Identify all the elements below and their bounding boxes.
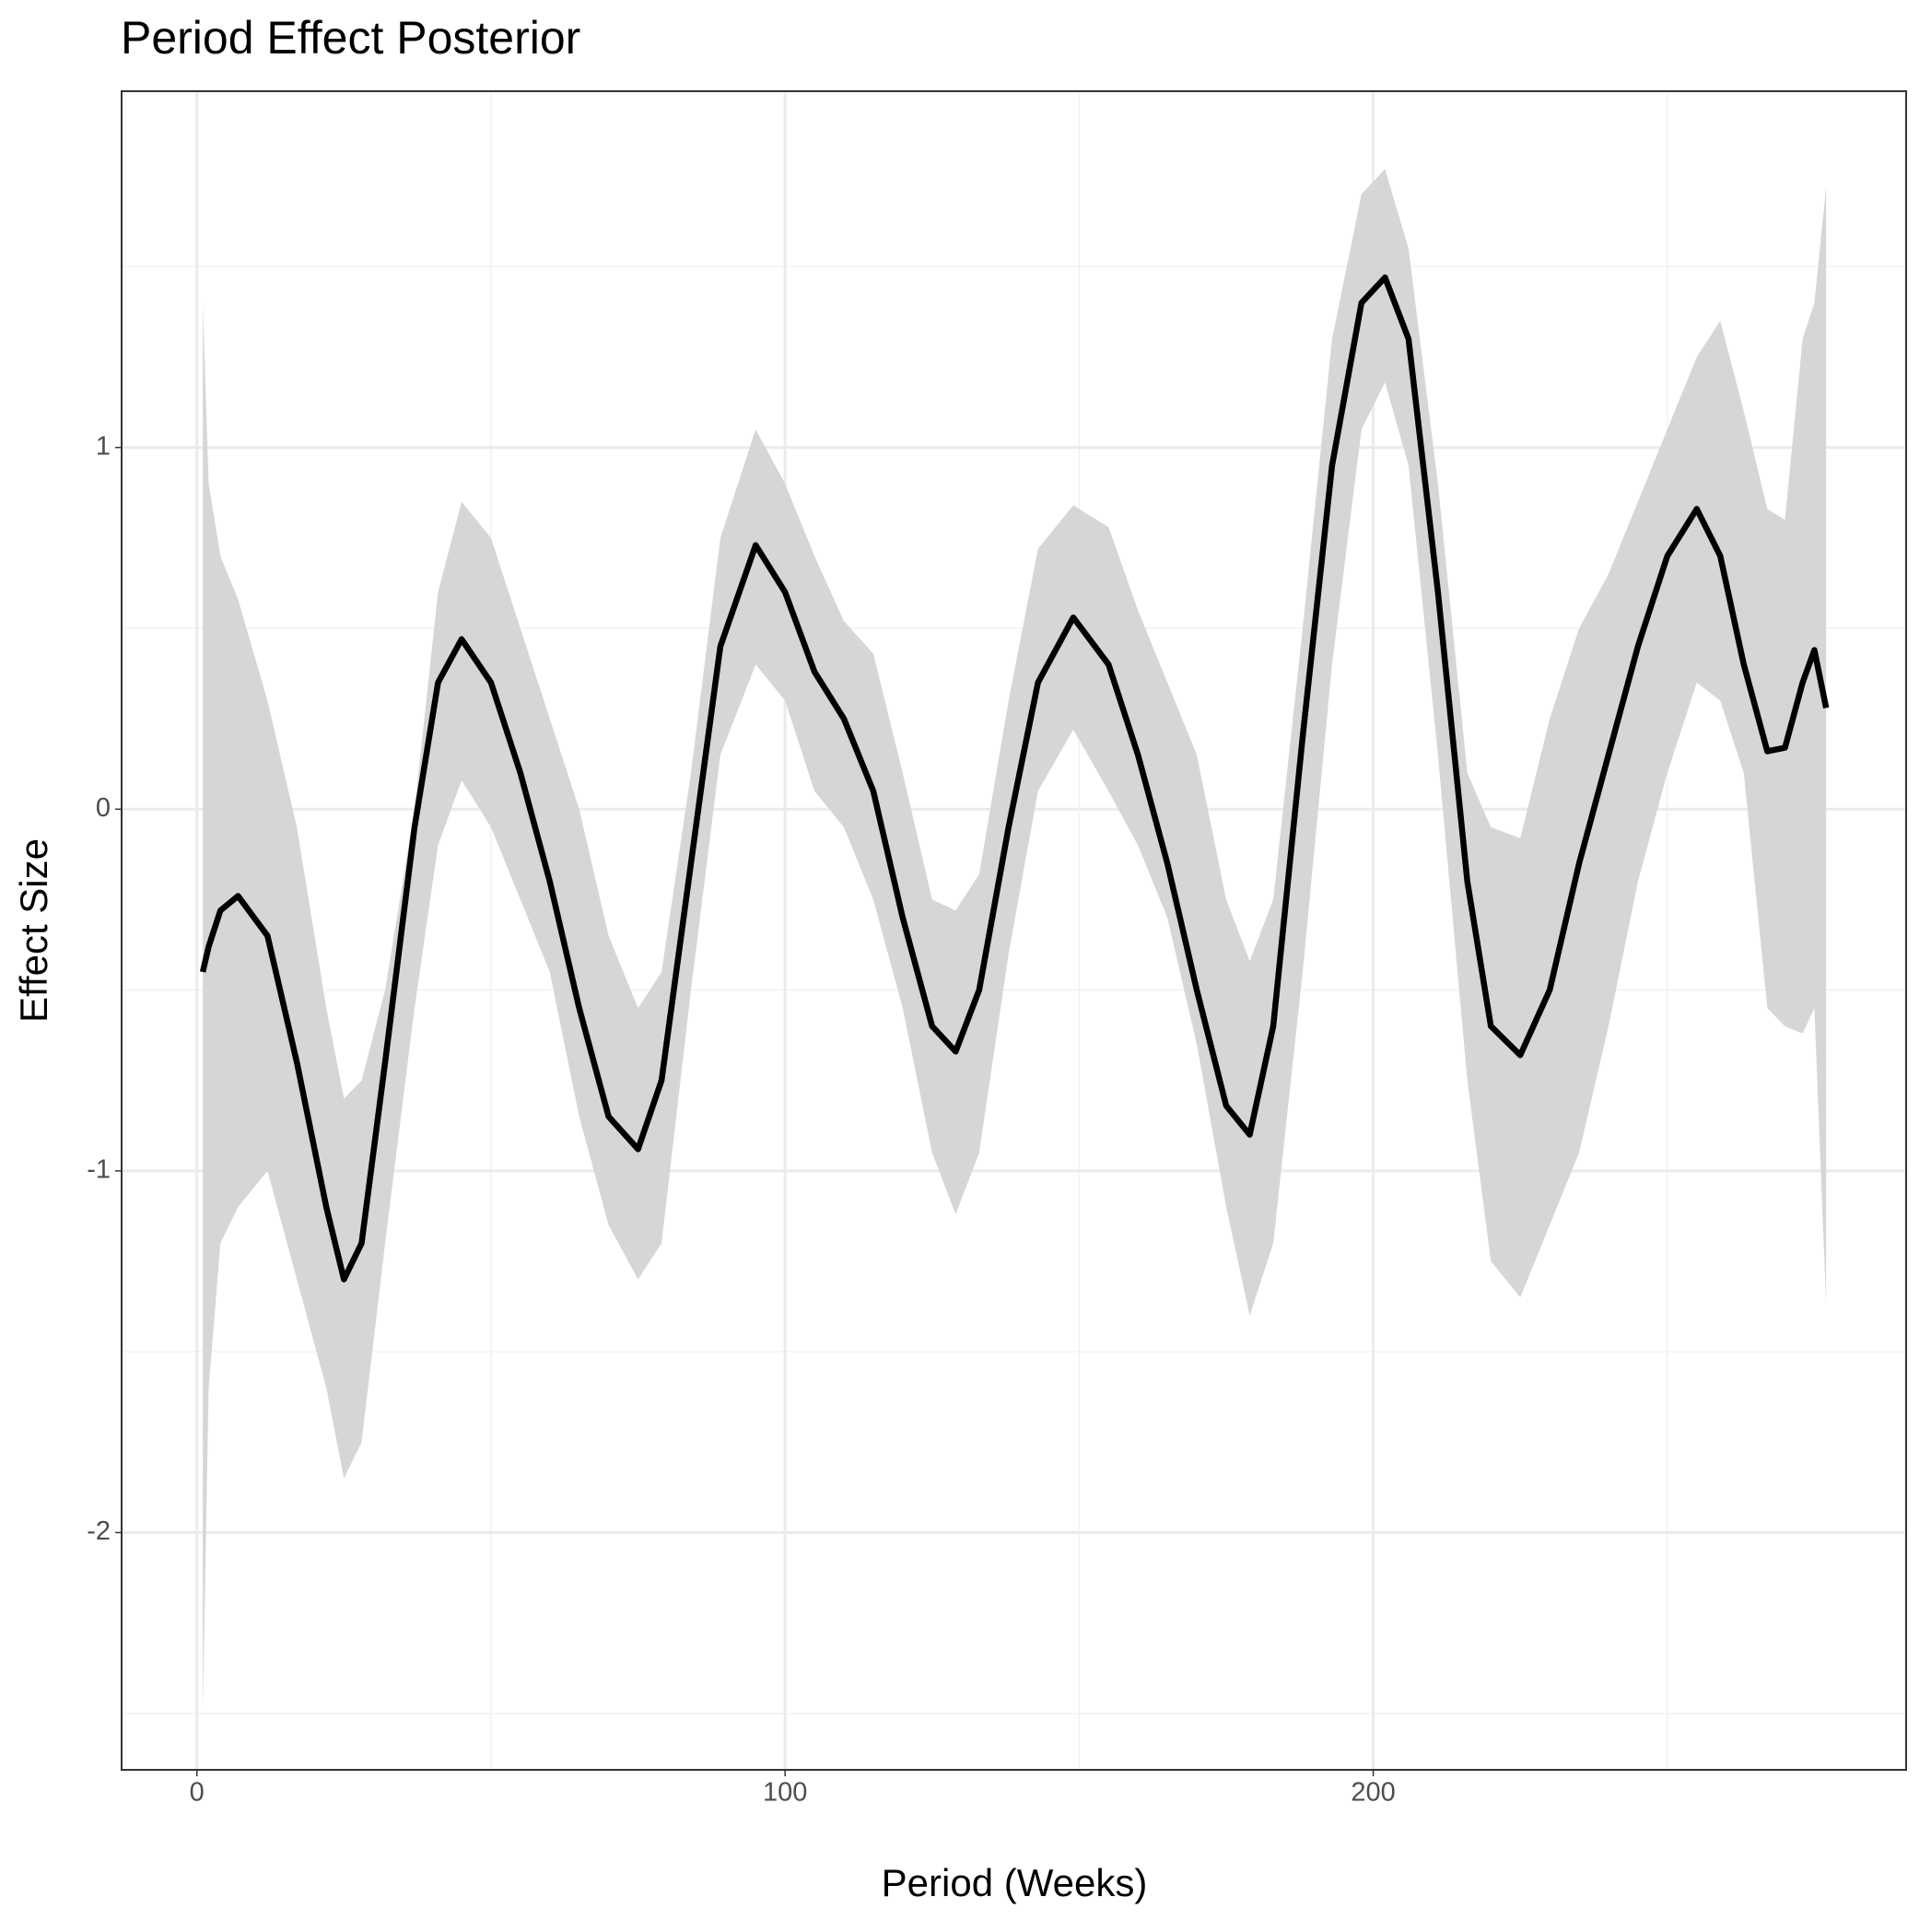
mean-line [199, 274, 1830, 1282]
y-tick-label: -1 [87, 1155, 111, 1185]
chart-title: Period Effect Posterior [121, 12, 580, 64]
panel-border [121, 90, 1907, 1771]
credible-band [203, 169, 1827, 1714]
y-tick-label: -2 [87, 1516, 111, 1546]
y-axis-title: Effect Size [12, 838, 55, 1023]
x-tick-label: 200 [1351, 1778, 1395, 1808]
x-tick-label: 100 [763, 1778, 807, 1808]
y-tick-label: 1 [96, 431, 111, 461]
x-axis-title: Period (Weeks) [882, 1861, 1148, 1904]
x-tick-label: 0 [190, 1778, 205, 1808]
y-tick-label: 0 [96, 793, 111, 823]
